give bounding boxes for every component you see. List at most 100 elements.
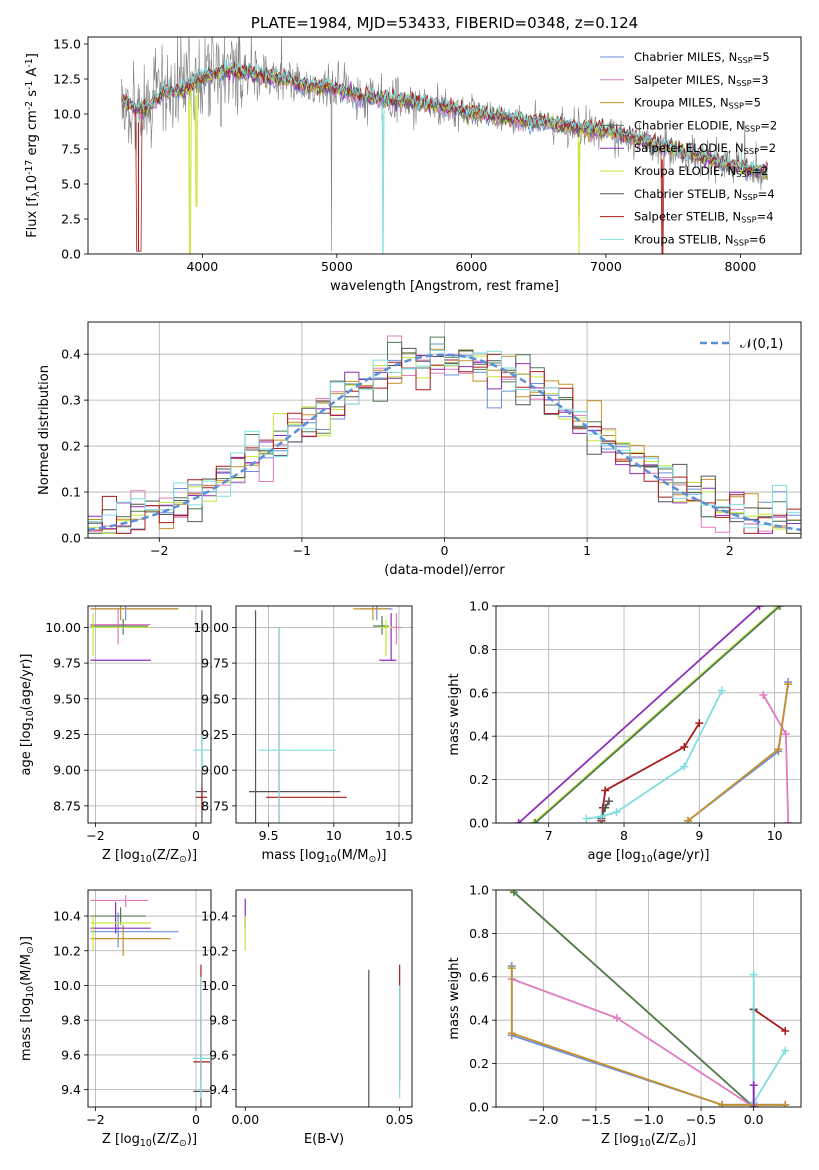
x-tick-label: 5000 — [321, 259, 353, 274]
x-tick-label: −2 — [86, 828, 104, 843]
x-tick-label: −1.5 — [581, 1112, 611, 1127]
weight-line — [533, 606, 779, 823]
x-tick-label: 10.5 — [385, 828, 413, 843]
weight-marker — [604, 797, 613, 806]
axes-frame — [87, 36, 802, 255]
y-tick-label: 0.6 — [469, 969, 489, 984]
x-tick-label: 7 — [545, 828, 553, 843]
plot-area — [514, 606, 793, 823]
x-tick-label: 0.05 — [386, 1112, 414, 1127]
weight-line — [687, 681, 790, 822]
weight-marker — [684, 816, 693, 823]
axes-frame — [87, 605, 212, 824]
y-axis-label: mass [log10(M/M⊙)] — [19, 936, 36, 1061]
legend-label: Kroupa STELIB, NSSP=6 — [634, 232, 766, 247]
chart-mw-age: 7 8 9 10 0.0 0.2 0.4 0.6 0.8 1.0 age [log10(age/yr… — [447, 599, 802, 865]
legend-label: Salpeter MILES, NSSP=3 — [634, 73, 769, 88]
legend: Chabrier MILES, NSSP=5 Salpeter MILES, NS… — [600, 50, 777, 248]
weight-marker — [531, 819, 540, 823]
y-tick-label: 8.75 — [201, 798, 229, 813]
weight-marker — [529, 819, 538, 823]
y-tick-label: 0.6 — [469, 685, 489, 700]
y-tick-label: 9.25 — [201, 727, 229, 742]
x-tick-label: 0.0 — [744, 1112, 764, 1127]
normal-curve — [88, 353, 801, 532]
x-tick-label: 7000 — [590, 259, 622, 274]
y-tick-label: 15.0 — [53, 37, 81, 52]
x-axis-label: age [log10(age/yr)] — [588, 848, 710, 865]
weight-marker — [755, 606, 764, 610]
x-axis-label: Z [log10(Z/Z⊙)] — [601, 1132, 696, 1149]
y-tick-label: 9.4 — [61, 1082, 81, 1097]
y-tick-label: 9.6 — [209, 1047, 229, 1062]
x-tick-label: 8000 — [725, 259, 757, 274]
weight-marker — [784, 680, 793, 689]
weight-line — [517, 606, 761, 823]
chart-spectrum: 4000 5000 6000 7000 8000 0.0 2.5 5.0 7.5 10.0 12.5… — [24, 36, 802, 294]
weight-marker — [775, 606, 784, 610]
y-tick-label: 10.0 — [53, 978, 81, 993]
x-tick-label: 0 — [192, 1112, 200, 1127]
weight-line — [534, 606, 781, 823]
weight-marker — [781, 1100, 790, 1107]
y-tick-label: 0.8 — [469, 926, 489, 941]
x-tick-label: −1 — [293, 543, 311, 558]
model-spectrum — [121, 59, 768, 254]
y-tick-label: 9.75 — [53, 656, 81, 671]
y-tick-label: 0.3 — [61, 393, 81, 408]
y-tick-label: 0.0 — [61, 531, 81, 546]
weight-marker — [612, 1014, 621, 1023]
chart-age-mass: 9.5 10 10.5 8.75 9.00 9.25 9.50 9.75 10.00 mass [… — [193, 605, 413, 865]
x-tick-label: 2 — [726, 543, 734, 558]
x-axis-label: Z [log10(Z/Z⊙)] — [102, 1132, 197, 1149]
y-tick-label: 12.5 — [53, 72, 81, 87]
y-tick-label: 0.2 — [61, 439, 81, 454]
x-axis-label: E(B-V) — [304, 1132, 344, 1147]
axes-frame — [87, 889, 212, 1108]
weight-marker — [514, 819, 523, 823]
plot-area — [121, 37, 768, 254]
y-tick-label: 10.0 — [201, 978, 229, 993]
x-tick-label: −2 — [150, 543, 168, 558]
axes-frame — [495, 605, 802, 824]
legend-label: Kroupa MILES, NSSP=5 — [634, 96, 761, 111]
weight-line — [752, 974, 786, 1106]
plot-area — [88, 335, 801, 534]
x-axis-label: Z [log10(Z/Z⊙)] — [102, 848, 197, 865]
weight-marker — [695, 719, 704, 728]
y-tick-label: 10.00 — [45, 620, 81, 635]
x-tick-label: −2 — [86, 1112, 104, 1127]
residual-histogram — [88, 349, 801, 534]
legend-label: Chabrier MILES, NSSP=5 — [634, 50, 770, 65]
weight-marker — [781, 1027, 790, 1036]
y-tick-label: 9.8 — [209, 1013, 229, 1028]
x-axis-label: mass [log10(M/M⊙)] — [262, 848, 387, 865]
y-tick-label: 0.4 — [469, 729, 489, 744]
axes-frame — [235, 605, 413, 824]
y-tick-label: 9.00 — [53, 763, 81, 778]
y-tick-label: 9.75 — [201, 656, 229, 671]
weight-marker — [749, 970, 758, 979]
plot-area — [244, 898, 401, 1107]
weight-marker — [781, 730, 790, 739]
y-tick-label: 1.0 — [469, 883, 489, 898]
legend-label: Kroupa ELODIE, NSSP=2 — [634, 164, 769, 179]
y-tick-label: 9.4 — [209, 1082, 229, 1097]
weight-line — [753, 1008, 786, 1032]
x-axis-label: wavelength [Angstrom, rest frame] — [330, 279, 559, 294]
weight-marker — [774, 606, 783, 610]
x-tick-label: −2.0 — [528, 1112, 558, 1127]
weight-marker — [597, 812, 606, 821]
x-tick-label: −1.0 — [633, 1112, 663, 1127]
y-tick-label: 10.4 — [201, 909, 229, 924]
y-tick-label: 9.8 — [61, 1013, 81, 1028]
weight-marker — [759, 690, 768, 699]
x-tick-label: 6000 — [455, 259, 487, 274]
x-tick-label: −0.5 — [686, 1112, 716, 1127]
weight-marker — [749, 1081, 758, 1090]
y-tick-label: 10.2 — [53, 943, 81, 958]
chart-mw-Z: −2.0 −1.5 −1.0 −0.5 0.0 0.0 0.2 0.4 0.6 0.8 1.0 Z [… — [447, 883, 802, 1149]
chart-age-Z: −2 0 8.75 9.00 9.25 9.50 9.75 10.00 Z [log10(Z/Z… — [19, 605, 212, 865]
x-tick-label: 9 — [695, 828, 703, 843]
